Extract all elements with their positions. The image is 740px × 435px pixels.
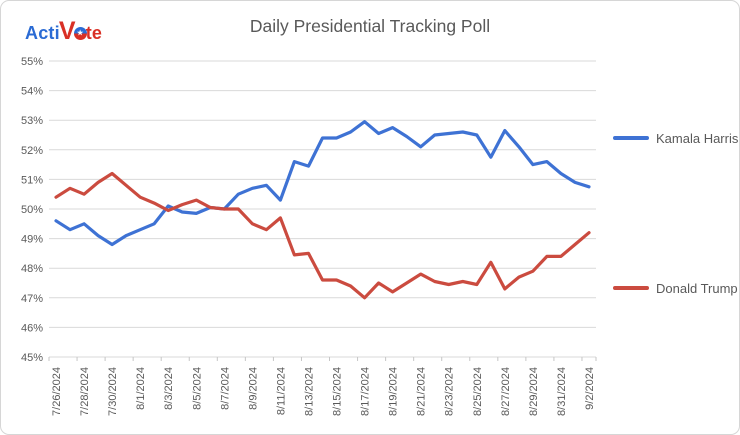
y-axis-label: 54% [21,86,43,98]
legend-label-harris: Kamala Harris [656,130,739,146]
y-axis-label: 47% [21,293,43,305]
activote-logo: Acti V ★ te [25,17,102,46]
x-axis-label: 8/13/2024 [303,367,315,416]
x-axis-label: 8/27/2024 [500,367,512,416]
y-axis-label: 48% [21,263,43,275]
x-axis-label: 8/25/2024 [472,367,484,416]
y-axis-label: 52% [21,145,43,157]
legend-item-harris: Kamala Harris [613,130,738,146]
x-axis-label: 8/7/2024 [219,367,231,410]
x-axis-label: 7/28/2024 [79,367,91,416]
y-axis-label: 50% [21,204,43,216]
x-axis-label: 8/21/2024 [416,367,428,416]
x-axis-label: 7/26/2024 [51,367,63,416]
x-axis-label: 8/9/2024 [247,367,259,410]
y-axis-label: 49% [21,234,43,246]
x-axis-label: 8/3/2024 [163,367,175,410]
page-title: Daily Presidential Tracking Poll [249,16,491,36]
x-axis-label: 8/5/2024 [191,367,203,410]
legend-label-trump: Donald Trump [656,280,738,296]
x-axis-label: 8/11/2024 [275,367,287,415]
x-axis-label: 8/17/2024 [360,367,372,416]
y-axis-label: 53% [21,115,43,127]
logo-text-te: te [85,23,103,43]
y-axis-label: 46% [21,322,43,334]
x-axis-label: 8/31/2024 [556,367,568,416]
trump-series-line [54,171,591,300]
activote-ball-icon: ★ [73,27,87,40]
y-axis-label: 55% [21,56,43,68]
x-axis-label: 8/19/2024 [388,367,400,416]
trump-line-swatch [613,286,649,290]
ball-star-icon: ★ [76,30,84,37]
logo-text-acti: Acti [25,23,60,43]
legend-item-trump: Donald Trump [613,280,738,296]
x-axis-label: 8/23/2024 [444,367,456,416]
x-axis-label: 7/30/2024 [107,367,119,416]
y-axis-label: 51% [21,174,43,186]
harris-series-line [54,120,591,247]
x-axis-label: 8/29/2024 [528,367,540,416]
logo-text-v: V [58,17,76,45]
y-axis-label: 45% [21,352,43,364]
x-axis-label: 8/1/2024 [135,367,147,410]
x-axis-label: 9/2/2024 [584,367,596,410]
x-axis-label: 8/15/2024 [332,367,344,416]
harris-line-swatch [613,136,649,140]
